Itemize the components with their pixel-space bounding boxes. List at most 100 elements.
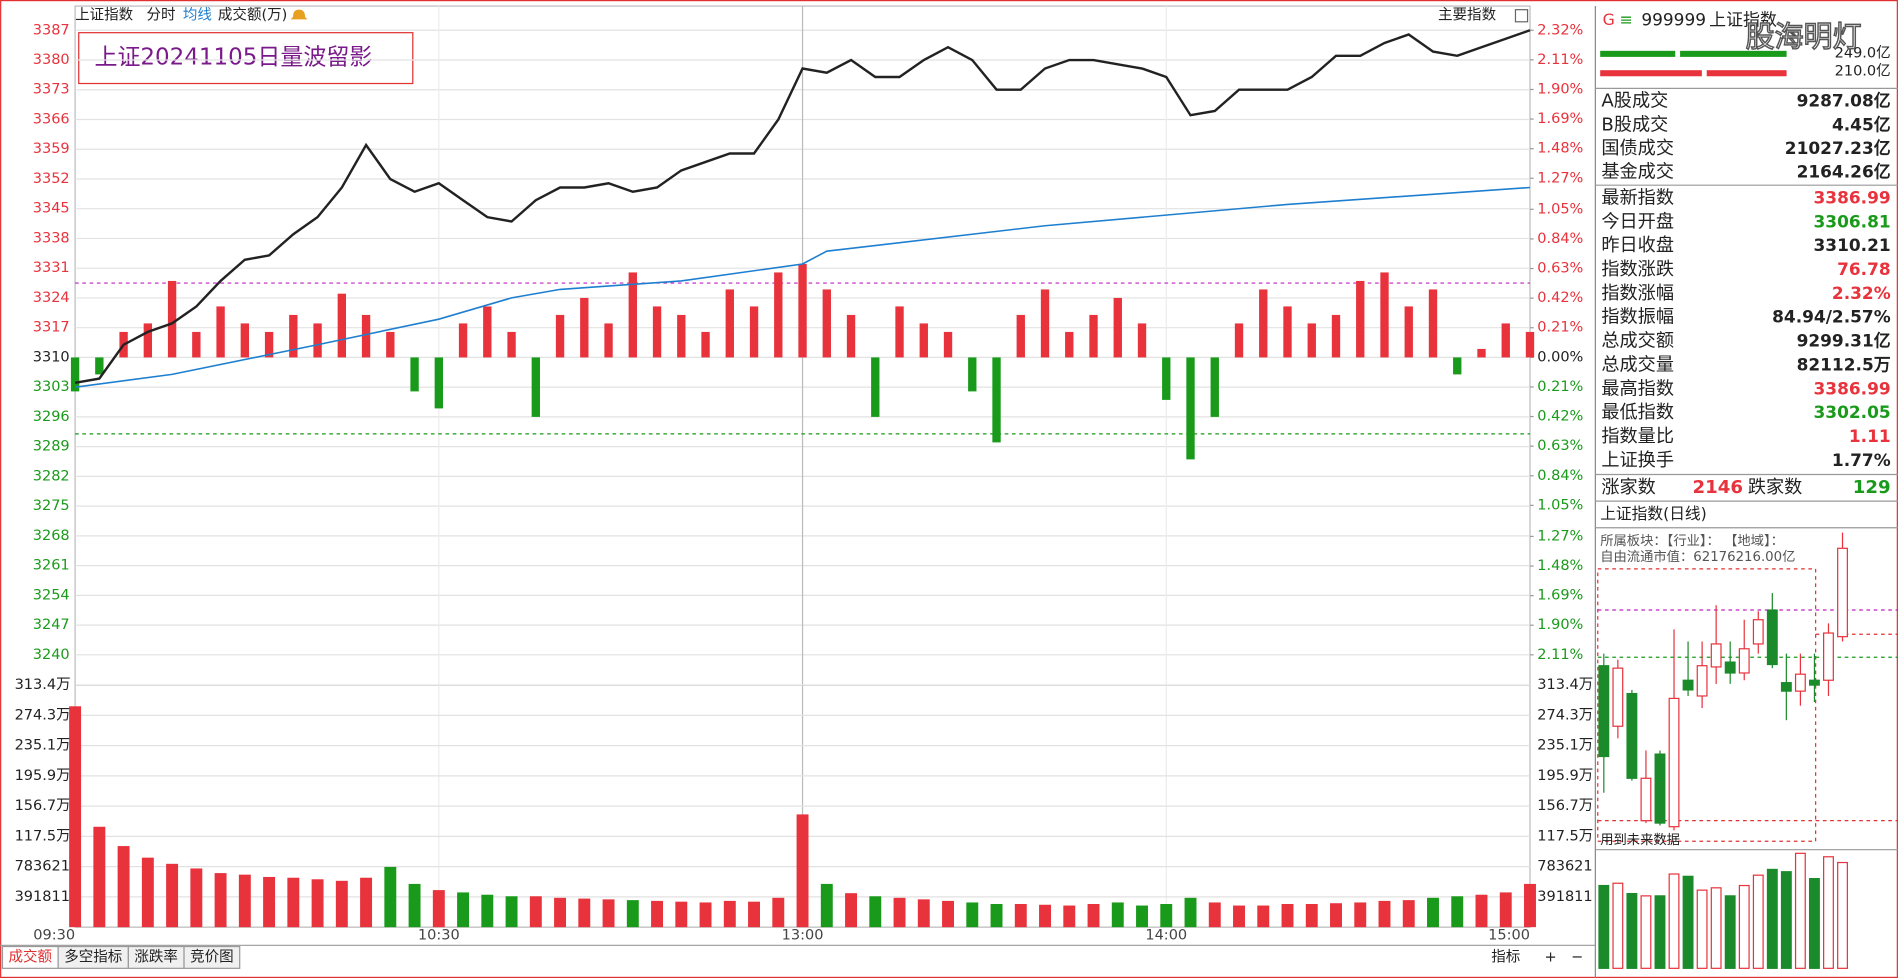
menu-icon[interactable]: ≡ — [1620, 10, 1633, 29]
wave-bar — [1065, 331, 1074, 358]
quote-value: 2.32% — [1832, 283, 1891, 303]
quote-label: 指数涨幅 — [1601, 283, 1674, 304]
volume-bar — [990, 903, 1003, 928]
volume-bar — [675, 901, 688, 928]
tab-label[interactable]: 涨跌率 — [134, 948, 178, 965]
volume-bar — [1427, 897, 1439, 928]
tab[interactable] — [183, 945, 241, 969]
daily-volume — [1794, 852, 1806, 969]
y-tick-label: 3345 — [33, 201, 70, 217]
quote-value: 76.78 — [1837, 259, 1891, 279]
wave-bar — [337, 293, 346, 358]
wave-bar — [1089, 314, 1098, 358]
tab-label[interactable]: 成交额 — [9, 947, 53, 965]
y-tick-label: 3296 — [33, 409, 70, 425]
wave-bar — [1404, 306, 1413, 358]
volume-bar — [408, 883, 421, 928]
candle-body — [1710, 643, 1722, 668]
y2-tick-label: 0.84% — [1537, 231, 1583, 247]
volume-bar — [869, 896, 882, 928]
volume-bar — [602, 899, 615, 928]
y-tick-label: 3268 — [33, 528, 70, 544]
y-tick-label: 3303 — [33, 379, 70, 395]
volume-bar — [626, 900, 639, 928]
y2-tick-label: 1.27% — [1537, 170, 1583, 186]
toggle-icon[interactable] — [1514, 9, 1529, 23]
y2-tick-label: 1.27% — [1537, 528, 1583, 544]
candle-body — [1682, 679, 1694, 691]
wave-bar — [1380, 272, 1389, 358]
y2-tick-label: 0.42% — [1537, 290, 1583, 306]
tool-button[interactable]: 指标 — [1491, 948, 1520, 965]
quote-value: 21027.23亿 — [1785, 138, 1891, 158]
wave-bar — [895, 306, 904, 358]
volume-bar — [1600, 50, 1676, 57]
y2-tick-label: 0.42% — [1537, 409, 1583, 425]
candle-body — [1823, 632, 1834, 681]
volume-bar — [942, 900, 954, 928]
volume-bar — [263, 876, 276, 928]
candle-body — [1766, 609, 1778, 666]
daily-volume — [1696, 889, 1708, 969]
top-value: 249.0亿 — [1835, 44, 1891, 61]
volume-bar — [1402, 900, 1415, 928]
volume-bar — [1233, 905, 1245, 928]
wave-bar — [192, 331, 201, 358]
tab[interactable]: 成交额(万) — [218, 6, 287, 24]
wave-bar — [434, 357, 443, 409]
quote-label: 指数量比 — [1601, 426, 1674, 447]
candle-body — [1668, 697, 1680, 828]
quote-value: 3386.99 — [1814, 188, 1891, 208]
volume-bar — [1475, 894, 1488, 928]
volume-bar — [1378, 900, 1391, 928]
wave-bar — [822, 289, 831, 358]
wave-bar — [846, 314, 856, 358]
candle-body — [1640, 777, 1652, 822]
volume-bar — [117, 846, 130, 928]
name: 上证指数 — [1709, 10, 1777, 30]
tab-label[interactable]: 多空指标 — [64, 948, 122, 965]
daily-volume — [1780, 871, 1792, 969]
y2-tick-label: 0.00% — [1537, 349, 1583, 365]
wave-bar — [628, 272, 637, 358]
y-tick-label: 313.4万 — [15, 677, 71, 693]
wave-bar — [1307, 323, 1316, 358]
volume-bar — [1281, 903, 1294, 928]
quote-label: 指数涨跌 — [1601, 259, 1674, 280]
wave-bar — [652, 306, 662, 358]
wave-bar — [1137, 323, 1147, 358]
quote-value: 3386.99 — [1814, 378, 1891, 398]
volume-bar — [1600, 70, 1702, 77]
wave-bar — [749, 306, 759, 358]
tab-label[interactable]: 竞价图 — [190, 947, 234, 965]
tool-button[interactable]: − — [1571, 949, 1583, 965]
volume-bar — [1680, 50, 1787, 57]
wave-bar — [725, 289, 734, 358]
quote-label: 最低指数 — [1601, 402, 1674, 423]
daily-volume — [1598, 884, 1610, 969]
wave-bar — [507, 331, 516, 358]
wave-bar — [1210, 357, 1219, 417]
main-index-button[interactable]: 主要指数 — [1438, 7, 1497, 24]
y-tick-label: 3275 — [33, 498, 70, 514]
volume-bar — [190, 868, 203, 928]
quote-label: 上证换手 — [1601, 450, 1674, 471]
volume-bar — [384, 866, 397, 928]
info-line: 所属板块：【行业】： 【地域】： — [1600, 533, 1784, 549]
wave-bar — [143, 323, 153, 358]
quote-label: 总成交量 — [1601, 354, 1674, 375]
tab[interactable]: 分时 — [147, 7, 176, 24]
candle-body — [1612, 667, 1624, 727]
wave-bar — [386, 331, 395, 358]
candle-body — [1808, 679, 1820, 686]
bell-icon[interactable] — [290, 9, 308, 20]
x-tick-label: 14:00 — [1145, 928, 1187, 944]
tool-button[interactable]: + — [1545, 949, 1557, 965]
wave-bar — [289, 314, 298, 358]
code: 999999 — [1641, 10, 1706, 30]
volume-bar — [432, 890, 445, 928]
wave-bar — [1501, 323, 1510, 358]
quote-label: 今日开盘 — [1601, 211, 1674, 232]
wave-bar — [1016, 314, 1025, 358]
volume-bar — [1039, 904, 1051, 928]
